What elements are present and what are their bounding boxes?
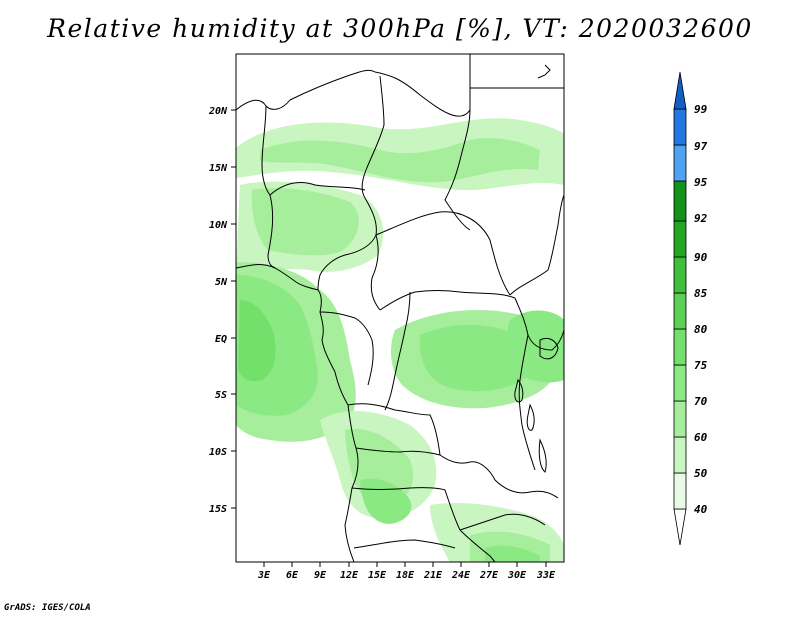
colorbar-segment-70 [673, 364, 687, 402]
lon-tick-27e: 27E [479, 562, 499, 581]
lat-tick-5n: 5N [215, 277, 236, 288]
lon-tick-18e: 18E [396, 562, 415, 581]
lon-axis: 3E 6E 9E 12E 15E 18E 21E 24E 27E 30E 33E [257, 562, 556, 581]
lon-label: 6E [286, 570, 299, 581]
colorbar-segment-92 [673, 180, 687, 222]
colorbar-label: 95 [694, 176, 708, 189]
lon-tick-9e: 9E [314, 562, 327, 581]
map-borders [236, 54, 564, 562]
lat-label: 15N [209, 163, 228, 174]
lat-tick-15s: 15S [209, 504, 236, 515]
colorbar-label: 70 [694, 395, 708, 408]
lat-label: 15S [209, 504, 227, 515]
colorbar-label: 90 [694, 251, 708, 264]
colorbar-label: 97 [694, 140, 708, 153]
lon-tick-12e: 12E [340, 562, 359, 581]
colorbar-label: 40 [694, 503, 708, 516]
lat-label: 10N [209, 220, 228, 231]
colorbar-label: 92 [694, 212, 708, 225]
lon-label: 9E [314, 570, 327, 581]
colorbar-segment-50 [673, 436, 687, 474]
lon-label: 18E [396, 570, 415, 581]
colorbar-labels: 40 50 60 70 75 80 85 90 92 95 97 99 [694, 103, 708, 516]
colorbar-label: 99 [694, 103, 708, 116]
lat-tick-10s: 10S [209, 447, 236, 458]
lon-tick-21e: 21E [423, 562, 443, 581]
colorbar-segment-90 [673, 220, 687, 258]
colorbar-segment-75 [673, 328, 687, 366]
colorbar-segment-85 [673, 256, 687, 294]
lon-label: 30E [507, 570, 527, 581]
lat-tick-15n: 15N [209, 163, 236, 174]
lat-tick-10n: 10N [209, 220, 236, 231]
lat-label: 20N [208, 106, 228, 117]
colorbar-label: 50 [694, 467, 708, 480]
colorbar-label: 80 [694, 323, 708, 336]
lat-axis: 20N 15N 10N 5N EQ 5S 10S 15S [208, 106, 236, 515]
lat-label: EQ [215, 334, 227, 345]
lat-tick-20n: 20N [208, 106, 236, 117]
colorbar [673, 71, 687, 546]
grads-credit: GrADS: IGES/COLA [4, 603, 91, 613]
colorbar-lower-triangle [673, 508, 687, 546]
lon-tick-30e: 30E [507, 562, 527, 581]
colorbar-segment-40 [673, 472, 687, 510]
colorbar-segment-60 [673, 400, 687, 438]
lat-label: 5S [215, 390, 227, 401]
humidity-shading [236, 118, 564, 562]
lat-tick-5s: 5S [215, 390, 236, 401]
lon-label: 3E [257, 570, 271, 581]
lon-label: 12E [340, 570, 359, 581]
map-frame [235, 53, 565, 563]
colorbar-label: 85 [694, 287, 708, 300]
lat-label: 5N [215, 277, 228, 288]
lon-label: 15E [368, 570, 387, 581]
lon-tick-15e: 15E [368, 562, 387, 581]
lon-label: 27E [479, 570, 499, 581]
lat-tick-eq: EQ [215, 334, 236, 345]
lon-label: 33E [536, 570, 556, 581]
colorbar-label: 75 [694, 359, 708, 372]
colorbar-label: 60 [694, 431, 708, 444]
colorbar-segment-95 [673, 144, 687, 182]
lon-tick-24e: 24E [451, 562, 471, 581]
lon-label: 24E [451, 570, 471, 581]
colorbar-segment-97 [673, 108, 687, 146]
map-title: Relative humidity at 300hPa [%], VT: 202… [47, 14, 753, 43]
lon-tick-3e: 3E [257, 562, 271, 581]
lat-label: 10S [209, 447, 227, 458]
lon-tick-33e: 33E [536, 562, 556, 581]
lon-label: 21E [423, 570, 443, 581]
colorbar-upper-triangle [673, 71, 687, 110]
colorbar-segment-80 [673, 292, 687, 330]
lon-tick-6e: 6E [286, 562, 299, 581]
